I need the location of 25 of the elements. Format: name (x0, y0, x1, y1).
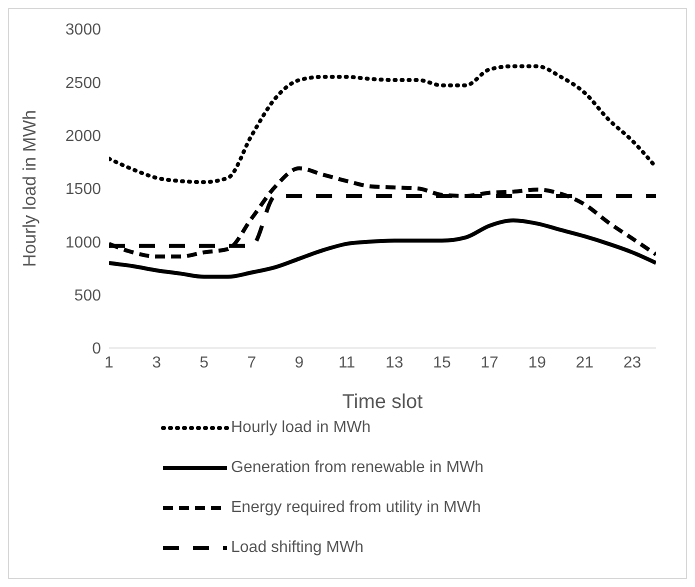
x-tick-label: 13 (385, 354, 404, 372)
legend-label: Generation from renewable in MWh (231, 459, 484, 477)
legend-label: Hourly load in MWh (231, 419, 371, 437)
x-tick-label: 21 (576, 354, 594, 372)
x-tick-label: 3 (152, 354, 162, 372)
y-tick-label: 1000 (65, 234, 102, 252)
y-tick-label: 2500 (65, 74, 102, 92)
legend-label: Energy required from utility in MWh (231, 499, 481, 517)
x-tick-label: 23 (623, 354, 642, 372)
x-axis-title: Time slot (342, 391, 424, 413)
x-tick-label: 11 (338, 354, 356, 372)
y-tick-label: 2000 (65, 128, 102, 146)
x-tick-label: 9 (294, 354, 304, 372)
x-tick-label: 1 (104, 354, 114, 372)
x-tick-label: 19 (528, 354, 546, 372)
x-tick-label: 5 (200, 354, 209, 372)
y-tick-label: 500 (74, 288, 102, 305)
x-tick-label: 15 (433, 354, 451, 372)
y-tick-label: 1500 (65, 181, 102, 198)
x-tick-label: 7 (247, 354, 256, 372)
legend-label: Load shifting MWh (231, 539, 364, 557)
x-tick-label: 17 (480, 354, 499, 372)
y-tick-label: 3000 (65, 22, 102, 39)
y-axis-title: Hourly load in MWh (19, 110, 40, 268)
y-tick-label: 0 (92, 340, 102, 358)
